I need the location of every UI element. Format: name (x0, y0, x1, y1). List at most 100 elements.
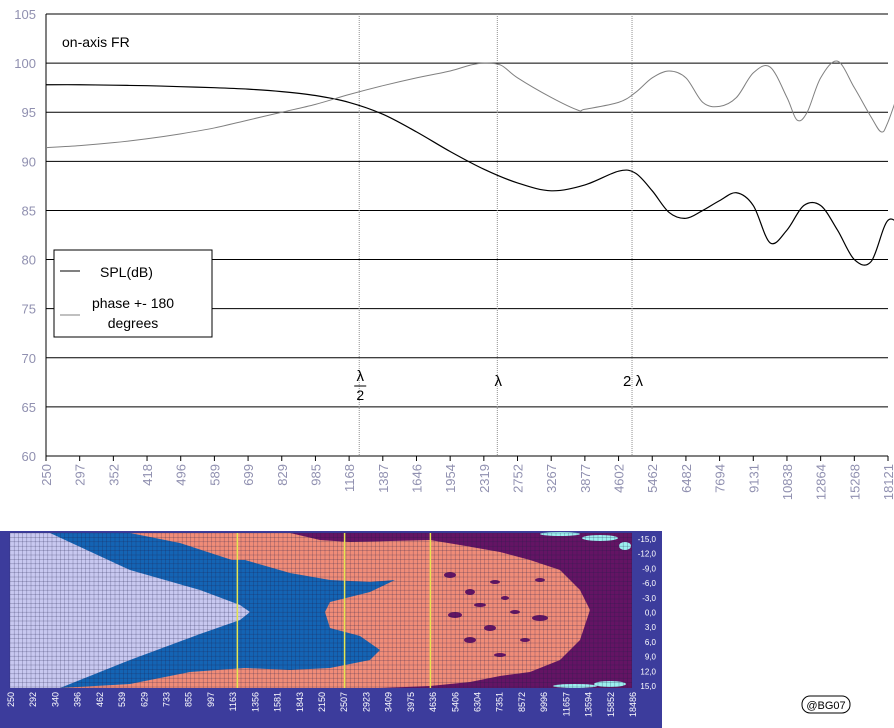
fr-y-tick-label: 85 (22, 203, 36, 218)
fr-x-tick-label: 3877 (578, 464, 593, 493)
heatmap-grid (9, 532, 632, 688)
heatmap-x-tick-label: 1163 (228, 692, 238, 711)
fr-x-tick-label: 589 (207, 464, 222, 486)
fr-x-tick-label: 12864 (814, 464, 829, 500)
fr-x-tick-label: 496 (174, 464, 189, 486)
badge-box (801, 695, 851, 714)
heatmap-blob (501, 596, 509, 600)
fr-x-tick-label: 250 (39, 464, 54, 486)
fr-x-tick-label: 9131 (746, 464, 761, 493)
heatmap-x-tick-label: 1581 (273, 692, 283, 712)
heatmap-x-tick-labels: 250 292 340 396 462 539 629 733 855 997 1163 1356 15… (6, 692, 638, 717)
heatmap-blob (535, 578, 545, 582)
series-phase-line (45, 60, 894, 149)
legend-label-phase-2: degrees (108, 315, 159, 331)
heatmap-y-tick-label: 12,0 (640, 667, 656, 676)
fr-x-tick-label: 2752 (511, 464, 526, 493)
heatmap-y-tick-label: 6,0 (645, 638, 657, 647)
heatmap-blob (465, 589, 475, 595)
fr-x-tick-label: 1168 (342, 464, 357, 492)
fr-x-tick-label: 1646 (409, 464, 424, 493)
legend-label-phase: phase +- 180 (92, 295, 174, 311)
fr-x-tick-label: 3267 (544, 464, 559, 493)
heatmap-y-tick-label: -3,0 (642, 594, 656, 603)
heatmap-x-tick-label: 3975 (406, 692, 416, 712)
heatmap-region-lavender (10, 533, 250, 688)
heatmap-blob (474, 603, 486, 607)
heatmap-x-tick-label: 250 (6, 692, 16, 707)
heatmap-x-tick-label: 13594 (584, 692, 594, 717)
chart-title: on-axis FR (62, 34, 130, 50)
marker-label: 2 λ (623, 373, 644, 390)
heatmap-y-tick-labels: -15,0 -12,0 -9,0 -6,0 -3,0 0,0 3,0 6,0 9,0 12,0 15… (638, 535, 657, 691)
chart-legend: SPL(dB) phase +- 180 degrees (53, 249, 213, 338)
fr-y-tick-label: 70 (22, 351, 36, 366)
heatmap-y-tick-label: 3,0 (645, 623, 657, 632)
heatmap-x-tick-label: 2507 (339, 692, 349, 712)
fr-y-tick-label: 90 (22, 154, 36, 169)
heatmap-y-tick-label: -15,0 (638, 535, 657, 544)
fr-series-group (45, 60, 894, 266)
heatmap-x-tick-label: 9996 (539, 692, 549, 712)
heatmap-x-tick-label: 396 (73, 692, 83, 707)
heatmap-y-tick-label: -9,0 (642, 564, 656, 573)
fr-y-tick-label: 60 (22, 449, 36, 464)
heatmap-y-tick-label: 15,0 (640, 682, 656, 691)
heatmap-blob (532, 615, 548, 621)
heatmap-blob (484, 625, 496, 631)
heatmap-x-tick-label: 292 (28, 692, 38, 707)
heatmap-x-tick-label: 3409 (384, 692, 394, 712)
heatmap-y-tick-label: -6,0 (642, 579, 656, 588)
heatmap-x-tick-label: 11657 (561, 692, 571, 716)
fr-x-tick-label: 7694 (713, 464, 728, 493)
heatmap-x-tick-label: 997 (206, 692, 216, 707)
legend-box (53, 249, 213, 338)
fr-x-tick-label: 10838 (780, 464, 795, 500)
heatmap-blob (490, 580, 500, 584)
heatmap-cyan-spot (582, 535, 618, 541)
heatmap-x-tick-label: 4636 (428, 692, 438, 712)
heatmap-x-tick-label: 18486 (628, 692, 638, 717)
fr-wavelength-markers: λ 2 λ 2 λ (354, 368, 644, 403)
fr-x-tick-label: 699 (241, 464, 256, 486)
fr-x-tick-label: 829 (275, 464, 290, 486)
heatmap-x-tick-label: 462 (95, 692, 105, 707)
heatmap-x-tick-label: 6304 (473, 692, 483, 712)
directivity-heatmap: -15,0 -12,0 -9,0 -6,0 -3,0 0,0 3,0 6,0 9,0 12,0 15… (0, 531, 662, 728)
heatmap-cyan-spot (553, 684, 597, 688)
legend-label-spl: SPL(dB) (100, 264, 153, 280)
heatmap-x-tick-label: 5406 (450, 692, 460, 712)
fr-gridlines (45, 13, 889, 461)
heatmap-y-tick-label: 0,0 (645, 609, 657, 618)
heatmap-x-tick-label: 629 (139, 692, 149, 707)
fr-y-tick-label: 65 (22, 400, 36, 415)
author-badge: @BG07 (801, 695, 851, 714)
heatmap-x-tick-label: 733 (162, 692, 172, 707)
fr-x-tick-label: 1954 (443, 464, 458, 493)
heatmap-x-tick-label: 7351 (495, 692, 505, 712)
marker-label: λ (495, 373, 503, 390)
fr-x-tick-label: 418 (140, 464, 155, 486)
heatmap-x-tick-label: 1356 (250, 692, 260, 712)
fr-x-tick-label: 6482 (679, 464, 694, 493)
fr-x-tick-label: 18121 (881, 464, 894, 500)
fr-x-tick-labels: 250 297 352 418 496 589 699 829 985 1168 1387 1646 1… (39, 464, 894, 500)
fr-x-tick-label: 1387 (376, 464, 391, 493)
heatmap-x-tick-label: 2150 (317, 692, 327, 712)
fr-y-tick-label: 75 (22, 302, 36, 317)
heatmap-cyan-spot (594, 681, 626, 687)
heatmap-x-tick-label: 340 (50, 692, 60, 707)
fr-y-tick-labels: 105 100 95 90 85 80 75 70 65 60 (14, 7, 36, 464)
heatmap-x-tick-label: 15852 (606, 692, 616, 717)
fr-x-tick-label: 352 (106, 464, 121, 486)
marker-label-half-lambda-num: λ (356, 368, 364, 385)
fr-y-tick-label: 100 (14, 56, 36, 71)
heatmap-x-tick-label: 2923 (361, 692, 371, 712)
heatmap-x-tick-label: 1843 (295, 692, 305, 712)
fr-y-tick-label: 105 (14, 7, 36, 22)
fr-y-tick-label: 95 (22, 105, 36, 120)
fr-x-tick-label: 297 (73, 464, 88, 486)
heatmap-y-tick-label: 9,0 (645, 653, 657, 662)
fr-x-tick-label: 5462 (645, 464, 660, 493)
